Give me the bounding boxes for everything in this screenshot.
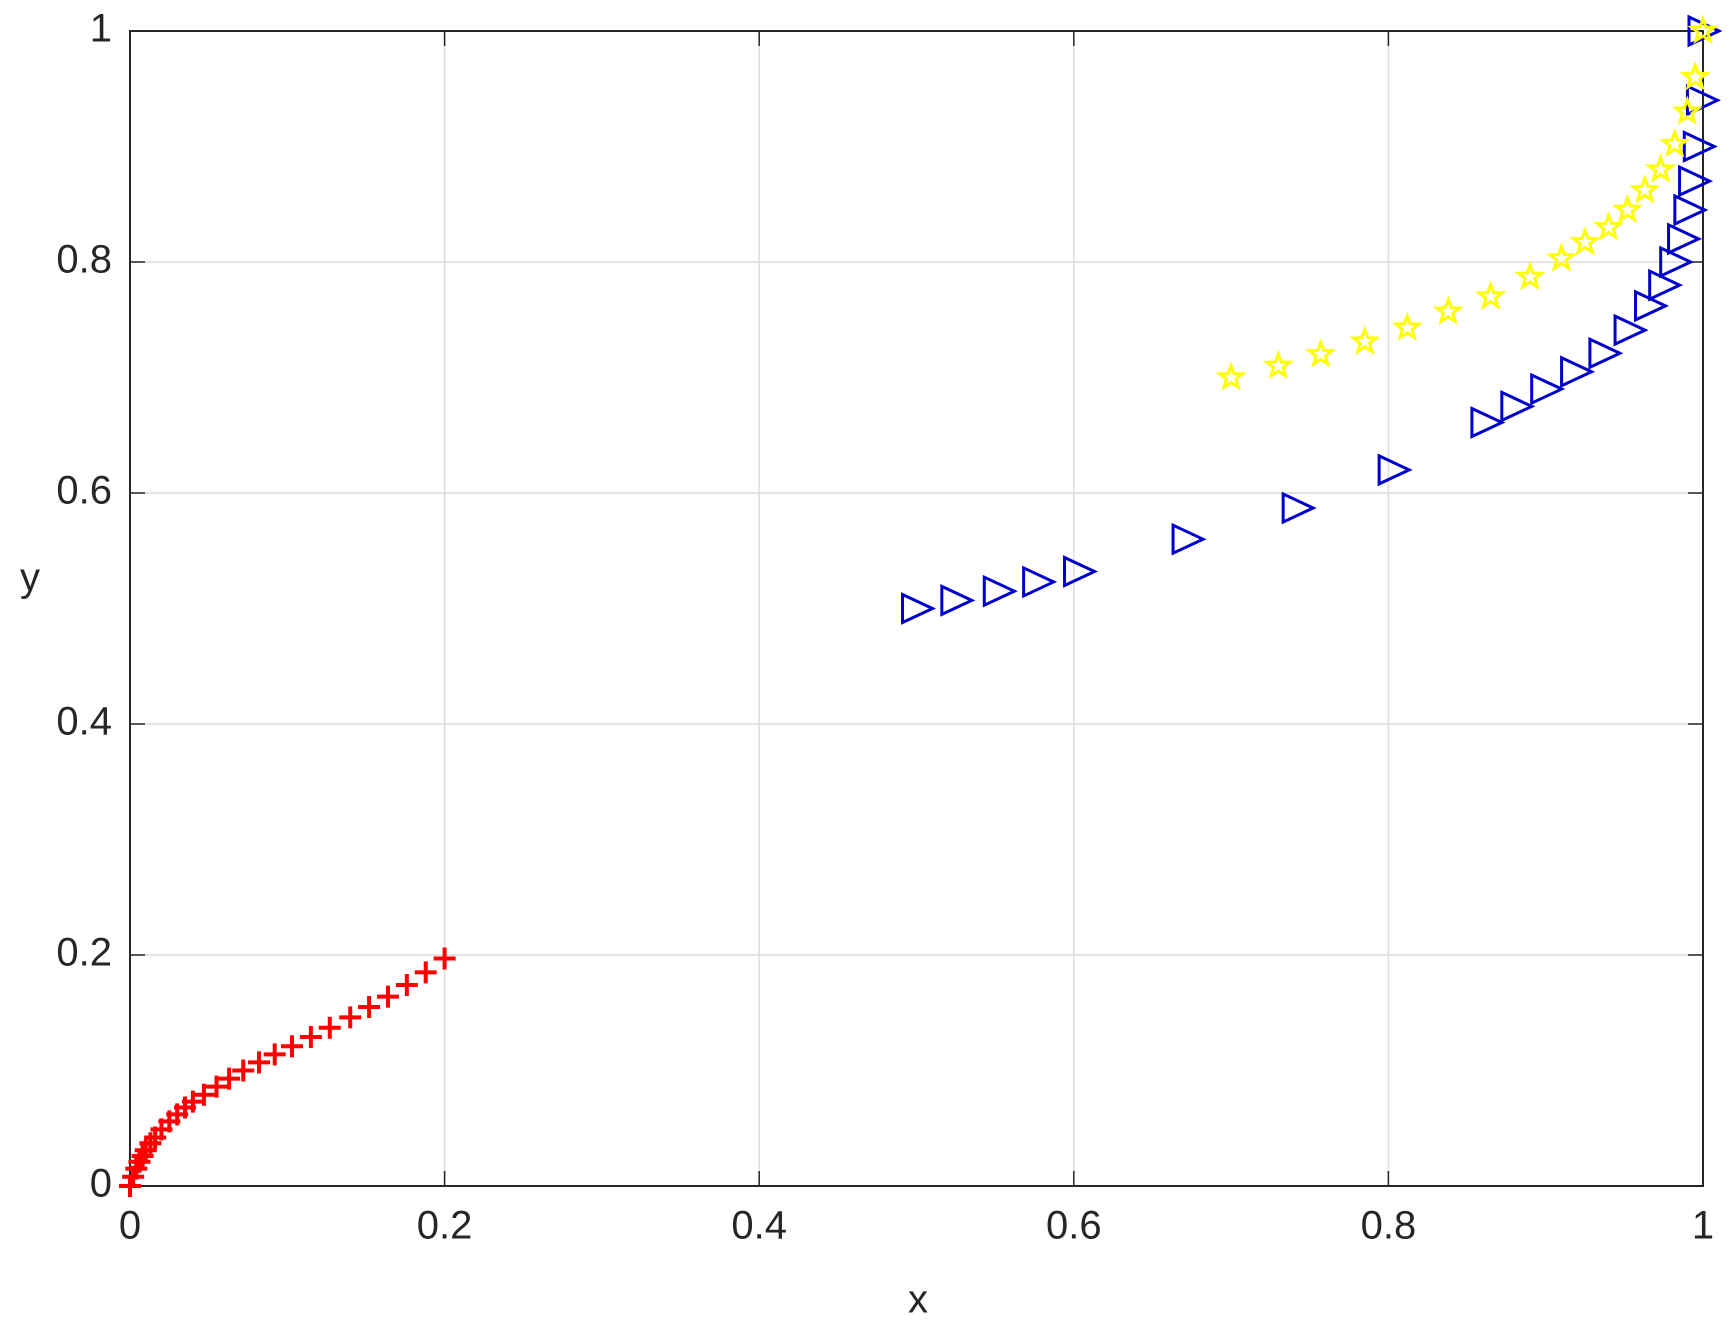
point [1545,242,1577,272]
y-axis-label: y [20,556,40,600]
point [192,1083,215,1106]
point [433,947,456,970]
point [247,1051,270,1074]
y-tick-label: 0.6 [56,469,112,513]
point [1475,280,1507,310]
point [339,1006,362,1029]
point [1305,338,1337,368]
point [281,1035,304,1058]
point [1679,60,1711,91]
point [1530,372,1566,406]
point [1612,193,1643,224]
point [1262,349,1294,380]
point [181,1090,204,1113]
point [1215,361,1247,391]
point [901,592,937,625]
point [1629,174,1661,204]
point [1613,313,1649,347]
point [1673,193,1709,227]
point [1063,555,1099,588]
point [1644,153,1677,183]
point [982,574,1018,608]
point [414,961,437,984]
point [1569,226,1601,256]
point [1171,522,1207,556]
y-tick-label: 0.4 [56,700,112,744]
axes-box [129,30,1704,1187]
y-tick-label: 1 [90,7,112,51]
y-tick-label: 0.2 [56,931,112,975]
point [1671,95,1703,126]
point [1514,260,1546,291]
point [299,1026,322,1049]
point [1659,245,1695,279]
point [1500,390,1536,423]
point [1678,164,1714,198]
x-axis-label: x [908,1278,928,1322]
point [218,1067,241,1090]
point [395,974,418,997]
point [1659,127,1691,158]
point [1432,295,1464,325]
point [205,1075,228,1098]
point [1391,311,1423,342]
x-tick-label: 1 [1692,1204,1714,1248]
x-tick-label: 0.2 [417,1204,473,1248]
point [1648,268,1684,302]
point [1682,130,1718,163]
point [940,584,976,617]
point [1470,406,1506,439]
point [358,995,381,1018]
point [318,1016,341,1039]
point [1022,565,1058,599]
point [1593,211,1625,241]
x-tick-label: 0.6 [1046,1204,1102,1248]
point [1377,453,1413,487]
point [1560,355,1596,389]
plot-area [130,31,1703,1186]
x-tick-label: 0 [119,1204,141,1248]
x-tick-label: 0.8 [1361,1204,1417,1248]
point [1349,325,1381,355]
point [1281,491,1317,525]
point [1687,14,1719,45]
point [376,985,399,1008]
y-tick-label: 0 [90,1162,112,1206]
point [1667,222,1703,256]
point [263,1043,286,1066]
x-tick-label: 0.4 [731,1204,787,1248]
point [1588,336,1624,370]
point [232,1059,255,1082]
y-tick-label: 0.8 [56,238,112,282]
